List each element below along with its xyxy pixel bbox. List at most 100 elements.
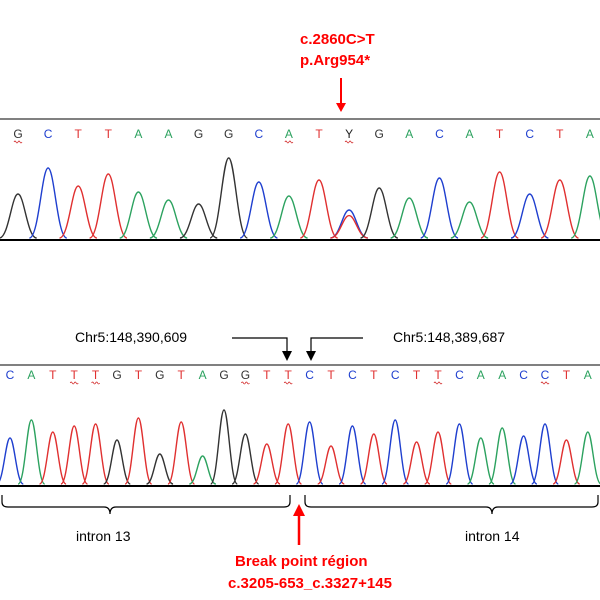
trace-peak [103,439,131,485]
intron-14-brace [304,495,599,515]
breakpoint-notation: c.3205-653_c.3327+145 [228,575,392,592]
intron-13-label: intron 13 [76,528,131,544]
trace-peak [509,435,538,485]
trace-peak [466,437,495,485]
trace-peak [179,203,218,239]
trace-peak [540,179,579,239]
base-call-t: T [285,368,293,382]
base-underline [283,381,293,385]
trace-peak [253,443,281,485]
base-call-t: T [263,368,271,382]
trace-peak [381,419,410,485]
base-call-c: C [519,368,528,382]
base-call-a: A [584,368,592,382]
trace-peak [60,425,89,485]
trace-peak [360,187,399,239]
trace-peak [231,433,260,485]
breakpoint-arrow-head [293,504,305,516]
trace-peak [445,423,474,485]
base-underline [241,381,250,385]
trace-peak [0,193,37,239]
base-call-a: A [405,127,413,141]
base-underline [13,140,23,144]
trace-peak [239,181,278,239]
base-call-a: A [465,127,473,141]
top-trace-peaks [0,157,600,239]
breakpoint-title: Break point région [235,553,368,570]
trace-peak [317,445,345,485]
left-coordinate-arrow-line [232,337,288,353]
trace-peak [29,167,68,239]
base-call-t: T [496,127,504,141]
base-call-a: A [586,127,594,141]
right-coordinate-arrow-line [310,337,363,353]
base-call-g: G [219,368,228,382]
trace-peak [338,425,367,485]
right-coordinate-label: Chr5:148,389,687 [393,329,506,345]
trace-peak [81,423,110,485]
trace-peak [274,423,303,485]
base-underline [433,381,443,385]
trace-peak [59,185,98,239]
base-call-c: C [44,127,53,141]
base-call-t: T [135,368,143,382]
trace-peak [124,417,153,485]
trace-peak [573,431,600,485]
base-call-c: C [254,127,263,141]
trace-peak [510,193,549,239]
base-call-t: T [178,368,186,382]
base-call-g: G [13,127,22,141]
trace-peak [424,431,452,485]
base-call-y: Y [345,127,353,141]
trace-peak [480,171,519,239]
base-call-t: T [49,368,57,382]
base-call-a: A [134,127,142,141]
base-call-t: T [556,127,564,141]
trace-peak [149,199,188,239]
base-call-c: C [435,127,444,141]
trace-peak [269,195,308,239]
trace-peak [402,441,431,485]
trace-peak [488,427,517,485]
trace-peak [209,157,249,239]
right-coordinate-arrow-head [306,351,316,361]
base-call-t: T [327,368,335,382]
base-call-a: A [285,127,293,141]
trace-peak [330,209,368,239]
base-call-t: T [105,127,113,141]
base-call-g: G [155,368,164,382]
trace-peak [299,179,339,239]
variant-protein-label: p.Arg954* [300,52,371,69]
base-call-g: G [194,127,203,141]
base-call-a: A [498,368,506,382]
base-call-t: T [71,368,79,382]
trace-peak [552,439,581,485]
base-call-c: C [455,368,464,382]
trace-peak [570,175,600,239]
trace-peak [420,177,459,239]
trace-peak [119,191,158,239]
left-coordinate-arrow-head [282,351,292,361]
base-call-g: G [224,127,233,141]
trace-peak [189,455,217,485]
base-underline [91,381,100,385]
intron-14-label: intron 14 [465,528,520,544]
trace-peak [210,409,238,485]
trace-peak [88,173,128,239]
trace-peak [146,453,174,485]
base-call-a: A [164,127,172,141]
base-call-c: C [305,368,314,382]
trace-peak [0,437,24,485]
base-call-c: C [6,368,15,382]
trace-peak [38,431,67,485]
base-underline [69,381,79,385]
base-call-t: T [563,368,571,382]
trace-peak [450,201,489,239]
base-underline [284,140,294,144]
trace-peak [359,433,388,485]
base-call-c: C [391,368,400,382]
intron-13-brace [1,495,291,515]
base-call-t: T [413,368,421,382]
